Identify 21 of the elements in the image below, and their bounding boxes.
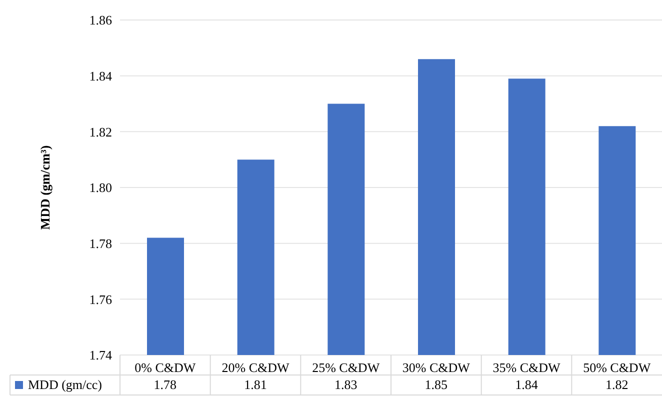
data-label: 1.85 <box>424 377 448 392</box>
data-label: 1.82 <box>605 377 628 392</box>
y-tick-label: 1.86 <box>89 12 112 28</box>
y-tick-label: 1.78 <box>89 236 112 251</box>
data-label: 1.81 <box>244 377 267 392</box>
y-tick-label: 1.74 <box>89 348 112 363</box>
y-tick-label: 1.76 <box>89 292 112 307</box>
y-tick-label: 1.84 <box>89 68 112 84</box>
legend-label: MDD (gm/cc) <box>28 377 102 392</box>
data-label: 1.83 <box>334 377 358 392</box>
data-label: 1.78 <box>154 377 177 392</box>
y-tick-label: 1.80 <box>89 180 112 196</box>
data-label: 1.84 <box>515 377 538 392</box>
x-tick-label: 35% C&DW <box>492 360 561 376</box>
y-axis-title: MDD (gm/cm³) <box>38 145 53 230</box>
x-tick-label: 20% C&DW <box>222 360 290 376</box>
x-tick-label: 50% C&DW <box>583 360 652 376</box>
x-tick-label: 30% C&DW <box>402 360 471 376</box>
x-tick-label: 0% C&DW <box>134 360 196 376</box>
x-tick-label: 25% C&DW <box>312 360 380 376</box>
y-tick-label: 1.82 <box>89 124 112 140</box>
